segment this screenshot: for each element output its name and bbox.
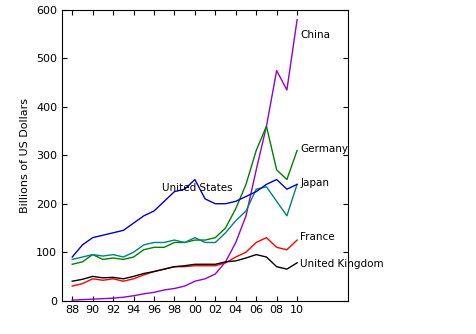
Text: United States: United States — [162, 183, 232, 193]
Text: Japan: Japan — [299, 178, 328, 188]
Y-axis label: Billions of US Dollars: Billions of US Dollars — [20, 98, 30, 213]
Text: Germany: Germany — [299, 145, 347, 155]
Text: France: France — [299, 232, 334, 242]
Text: United Kingdom: United Kingdom — [299, 259, 383, 269]
Text: China: China — [299, 30, 329, 40]
